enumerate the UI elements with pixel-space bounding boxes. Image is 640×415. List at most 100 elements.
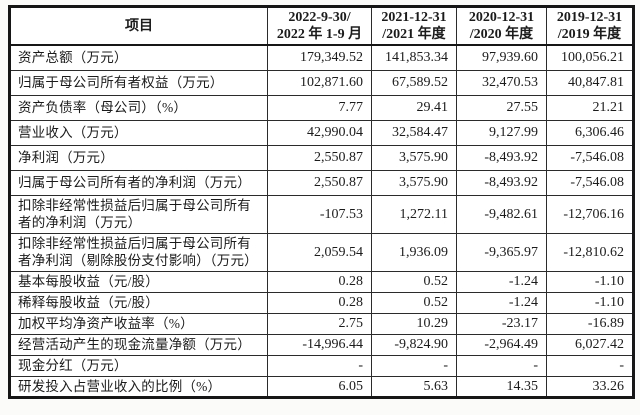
header-period-2022: 2022-9-30/ 2022 年 1-9 月 xyxy=(267,6,372,46)
row-value: 2,550.87 xyxy=(267,144,372,171)
header-item-column: 项目 xyxy=(9,6,268,46)
row-value: 21.21 xyxy=(546,94,634,121)
row-value: -2,964.49 xyxy=(456,333,547,356)
row-label: 研发投入占营业收入的比例（%） xyxy=(9,375,268,398)
row-value: 100,056.21 xyxy=(546,44,634,71)
row-value: - xyxy=(546,354,634,377)
row-value: 40,847.81 xyxy=(546,69,634,96)
table-row: 营业收入（万元） 42,990.04 32,584.47 9,127.99 6,… xyxy=(9,119,634,146)
header-period-line1: 2021-12-31 xyxy=(381,10,447,25)
row-value: 97,939.60 xyxy=(456,44,547,71)
header-period-line2: /2020 年度 xyxy=(469,27,534,42)
row-value: 5.63 xyxy=(371,375,457,398)
row-value: 6.05 xyxy=(267,375,372,398)
table-row: 归属于母公司所有者的净利润（万元） 2,550.87 3,575.90 -8,4… xyxy=(9,169,634,196)
table-row: 资产总额（万元） 179,349.52 141,853.34 97,939.60… xyxy=(9,44,634,71)
row-label: 扣除非经常性损益后归属于母公司所有者的净利润（万元） xyxy=(9,194,268,234)
row-value: -12,810.62 xyxy=(546,232,634,272)
row-value: -12,706.16 xyxy=(546,194,634,234)
row-label: 资产负债率（母公司）（%） xyxy=(9,94,268,121)
row-value: 179,349.52 xyxy=(267,44,372,71)
row-value: 29.41 xyxy=(371,94,457,121)
table-row: 净利润（万元） 2,550.87 3,575.90 -8,493.92 -7,5… xyxy=(9,144,634,171)
header-period-line2: /2019 年度 xyxy=(557,27,622,42)
row-value: -107.53 xyxy=(267,194,372,234)
table-row: 扣除非经常性损益后归属于母公司所有者的净利润（万元） -107.53 1,272… xyxy=(9,194,634,234)
row-value: 1,272.11 xyxy=(371,194,457,234)
row-value: 2.75 xyxy=(267,312,372,335)
table-header-row: 项目 2022-9-30/ 2022 年 1-9 月 2021-12-31 /2… xyxy=(9,6,634,46)
table-row: 现金分红（万元） - - - - xyxy=(9,354,634,377)
row-label: 现金分红（万元） xyxy=(9,354,268,377)
table-body: 资产总额（万元） 179,349.52 141,853.34 97,939.60… xyxy=(9,44,634,398)
financial-summary-table: 项目 2022-9-30/ 2022 年 1-9 月 2021-12-31 /2… xyxy=(8,5,635,399)
row-value: -7,546.08 xyxy=(546,169,634,196)
header-period-line2: /2021 年度 xyxy=(382,27,446,42)
table-row: 研发投入占营业收入的比例（%） 6.05 5.63 14.35 33.26 xyxy=(9,375,634,398)
row-value: 32,470.53 xyxy=(456,69,547,96)
header-period-2020: 2020-12-31 /2020 年度 xyxy=(456,6,547,46)
row-label: 经营活动产生的现金流量净额（万元） xyxy=(9,333,268,356)
row-value: -9,365.97 xyxy=(456,232,547,272)
row-label: 资产总额（万元） xyxy=(9,44,268,71)
row-value: -23.17 xyxy=(456,312,547,335)
row-value: 32,584.47 xyxy=(371,119,457,146)
row-label: 净利润（万元） xyxy=(9,144,268,171)
row-value: 67,589.52 xyxy=(371,69,457,96)
row-value: 0.52 xyxy=(371,291,457,314)
row-label: 营业收入（万元） xyxy=(9,119,268,146)
row-value: 27.55 xyxy=(456,94,547,121)
table-row: 加权平均净资产收益率（%） 2.75 10.29 -23.17 -16.89 xyxy=(9,312,634,335)
row-label: 加权平均净资产收益率（%） xyxy=(9,312,268,335)
header-period-line1: 2022-9-30/ xyxy=(288,10,351,25)
row-value: -8,493.92 xyxy=(456,169,547,196)
table-row: 稀释每股收益（元/股） 0.28 0.52 -1.24 -1.10 xyxy=(9,291,634,314)
row-value: 1,936.09 xyxy=(371,232,457,272)
row-label: 稀释每股收益（元/股） xyxy=(9,291,268,314)
header-period-line1: 2020-12-31 xyxy=(468,10,535,25)
row-value: 7.77 xyxy=(267,94,372,121)
header-period-2019: 2019-12-31 /2019 年度 xyxy=(546,6,634,46)
row-value: 141,853.34 xyxy=(371,44,457,71)
row-value: 2,550.87 xyxy=(267,169,372,196)
row-label: 归属于母公司所有者权益（万元） xyxy=(9,69,268,96)
row-label: 基本每股收益（元/股） xyxy=(9,270,268,293)
row-value: -16.89 xyxy=(546,312,634,335)
row-value: - xyxy=(371,354,457,377)
row-value: -1.24 xyxy=(456,270,547,293)
row-value: - xyxy=(456,354,547,377)
table-row: 经营活动产生的现金流量净额（万元） -14,996.44 -9,824.90 -… xyxy=(9,333,634,356)
row-value: 3,575.90 xyxy=(371,169,457,196)
row-label: 扣除非经常性损益后归属于母公司所有者净利润（剔除股份支付影响）（万元） xyxy=(9,232,268,272)
row-label: 归属于母公司所有者的净利润（万元） xyxy=(9,169,268,196)
row-value: 0.28 xyxy=(267,291,372,314)
row-value: 42,990.04 xyxy=(267,119,372,146)
table-row: 资产负债率（母公司）（%） 7.77 29.41 27.55 21.21 xyxy=(9,94,634,121)
row-value: 6,306.46 xyxy=(546,119,634,146)
row-value: 10.29 xyxy=(371,312,457,335)
row-value: 3,575.90 xyxy=(371,144,457,171)
row-value: -7,546.08 xyxy=(546,144,634,171)
header-period-line1: 2019-12-31 xyxy=(556,10,623,25)
row-value: -9,824.90 xyxy=(371,333,457,356)
table-row: 归属于母公司所有者权益（万元） 102,871.60 67,589.52 32,… xyxy=(9,69,634,96)
row-value: -1.10 xyxy=(546,270,634,293)
row-value: -8,493.92 xyxy=(456,144,547,171)
row-value: - xyxy=(267,354,372,377)
table-row: 扣除非经常性损益后归属于母公司所有者净利润（剔除股份支付影响）（万元） 2,05… xyxy=(9,232,634,272)
row-value: 102,871.60 xyxy=(267,69,372,96)
row-value: -14,996.44 xyxy=(267,333,372,356)
row-value: 33.26 xyxy=(546,375,634,398)
row-value: 14.35 xyxy=(456,375,547,398)
table-row: 基本每股收益（元/股） 0.28 0.52 -1.24 -1.10 xyxy=(9,270,634,293)
header-period-line2: 2022 年 1-9 月 xyxy=(276,27,363,42)
row-value: 6,027.42 xyxy=(546,333,634,356)
row-value: 2,059.54 xyxy=(267,232,372,272)
row-value: -1.10 xyxy=(546,291,634,314)
row-value: -1.24 xyxy=(456,291,547,314)
header-period-2021: 2021-12-31 /2021 年度 xyxy=(371,6,457,46)
row-value: 0.52 xyxy=(371,270,457,293)
row-value: -9,482.61 xyxy=(456,194,547,234)
row-value: 9,127.99 xyxy=(456,119,547,146)
row-value: 0.28 xyxy=(267,270,372,293)
